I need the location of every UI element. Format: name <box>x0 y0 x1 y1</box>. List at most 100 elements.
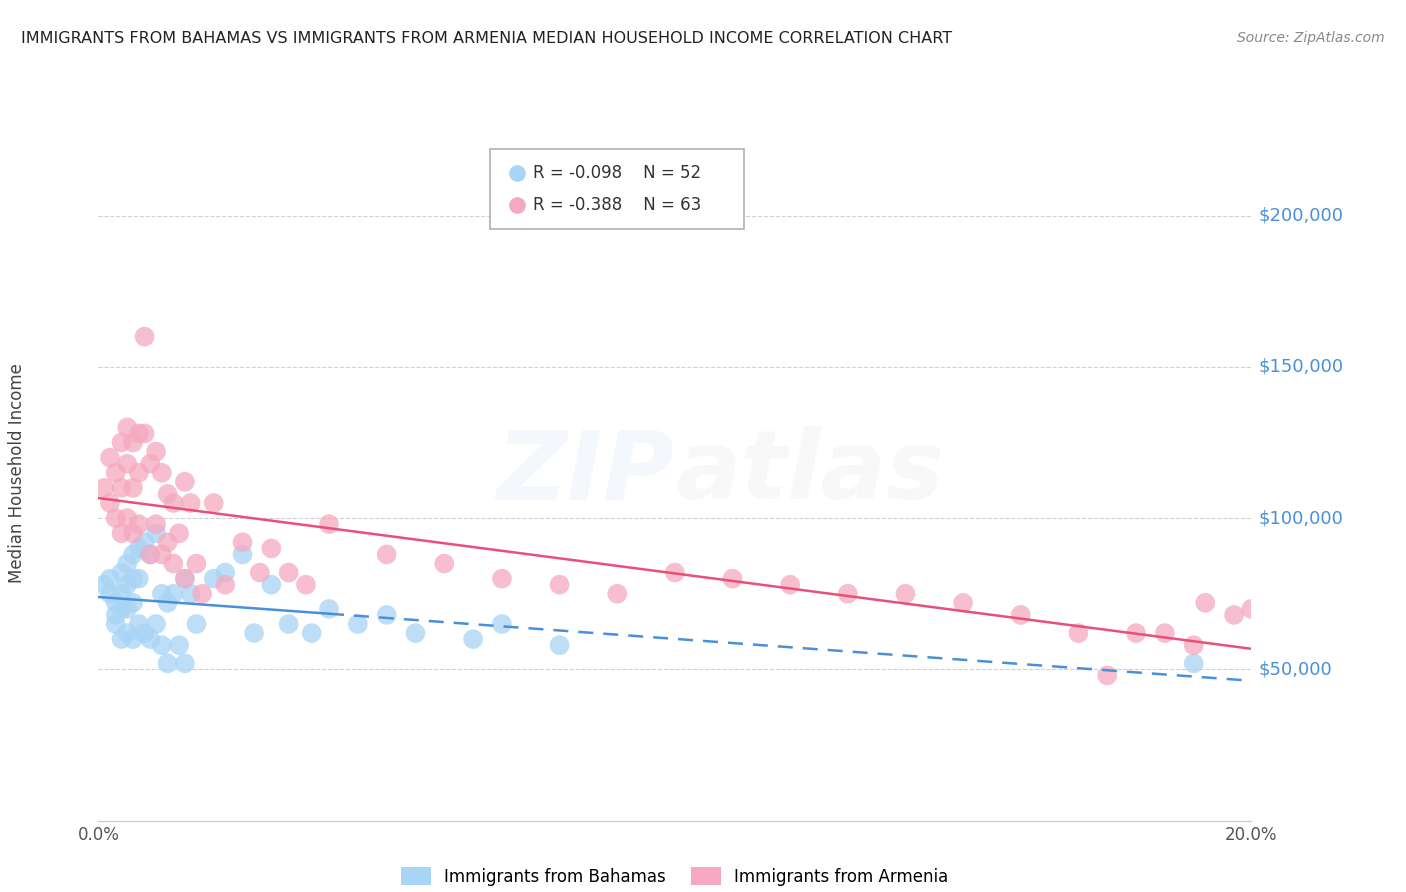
Point <box>122 548 145 562</box>
Point <box>150 466 173 480</box>
Legend: Immigrants from Bahamas, Immigrants from Armenia: Immigrants from Bahamas, Immigrants from… <box>394 861 956 892</box>
Point <box>318 517 340 532</box>
Point <box>110 566 132 580</box>
Point <box>167 638 190 652</box>
Text: IMMIGRANTS FROM BAHAMAS VS IMMIGRANTS FROM ARMENIA MEDIAN HOUSEHOLD INCOME CORRE: IMMIGRANTS FROM BAHAMAS VS IMMIGRANTS FR… <box>21 31 952 46</box>
Point <box>214 566 236 580</box>
Point <box>117 511 138 525</box>
Point <box>128 617 150 632</box>
Point <box>214 577 236 591</box>
Point <box>117 420 138 434</box>
Point <box>664 566 686 580</box>
Point <box>260 541 283 556</box>
Point <box>375 607 398 622</box>
Point <box>117 626 138 640</box>
Point <box>122 526 145 541</box>
Point <box>174 572 197 586</box>
Point <box>104 466 127 480</box>
Point <box>952 596 974 610</box>
Point <box>1240 602 1263 616</box>
Point <box>433 557 456 571</box>
Point <box>1223 607 1246 622</box>
Point <box>128 517 150 532</box>
Point <box>156 596 179 610</box>
Point <box>837 587 859 601</box>
Point <box>139 548 162 562</box>
Point <box>145 517 167 532</box>
Point <box>150 548 173 562</box>
Point <box>1182 657 1205 671</box>
Point <box>186 557 208 571</box>
Point <box>180 587 202 601</box>
Point <box>162 496 184 510</box>
Point <box>779 577 801 591</box>
Point <box>128 572 150 586</box>
Text: Median Household Income: Median Household Income <box>8 363 25 582</box>
Point <box>721 572 744 586</box>
Text: $150,000: $150,000 <box>1258 358 1344 376</box>
Point <box>249 566 271 580</box>
Text: $50,000: $50,000 <box>1258 660 1331 679</box>
Point <box>122 481 145 495</box>
Point <box>167 526 190 541</box>
Point <box>231 535 254 549</box>
Point <box>145 617 167 632</box>
Point <box>134 535 156 549</box>
Point <box>110 435 132 450</box>
Point <box>548 577 571 591</box>
Point <box>134 626 156 640</box>
Point <box>139 548 162 562</box>
Text: R = -0.388    N = 63: R = -0.388 N = 63 <box>533 196 702 214</box>
Point <box>145 526 167 541</box>
Point <box>110 481 132 495</box>
Point <box>1153 626 1175 640</box>
Text: $200,000: $200,000 <box>1258 207 1343 225</box>
Point <box>128 541 150 556</box>
Point <box>1182 638 1205 652</box>
Point <box>139 632 162 647</box>
Point <box>98 450 121 465</box>
Point <box>162 587 184 601</box>
Point <box>346 617 368 632</box>
Point <box>174 475 197 489</box>
Point <box>104 596 127 610</box>
Point <box>243 626 266 640</box>
Text: Source: ZipAtlas.com: Source: ZipAtlas.com <box>1237 31 1385 45</box>
Point <box>461 632 484 647</box>
Point <box>277 617 299 632</box>
Point <box>110 632 132 647</box>
Point <box>150 638 173 652</box>
Point <box>134 426 156 441</box>
Point <box>128 426 150 441</box>
Point <box>156 535 179 549</box>
Point <box>894 587 917 601</box>
Point <box>318 602 340 616</box>
Point <box>156 487 179 501</box>
Point <box>1010 607 1032 622</box>
Text: R = -0.098    N = 52: R = -0.098 N = 52 <box>533 164 702 182</box>
Point <box>231 548 254 562</box>
Point <box>134 329 156 343</box>
Point <box>295 577 318 591</box>
Point <box>93 481 115 495</box>
Point <box>104 617 127 632</box>
Text: atlas: atlas <box>675 426 943 519</box>
Point <box>104 607 127 622</box>
Point <box>117 577 138 591</box>
Point <box>548 638 571 652</box>
Point <box>110 587 132 601</box>
Point <box>375 548 398 562</box>
Point <box>1194 596 1216 610</box>
Point <box>98 572 121 586</box>
Point <box>174 572 197 586</box>
Point <box>104 511 127 525</box>
Point <box>110 602 132 616</box>
Point <box>260 577 283 591</box>
Point <box>186 617 208 632</box>
Point <box>117 457 138 471</box>
Point <box>117 557 138 571</box>
Point <box>156 657 179 671</box>
Point <box>202 496 225 510</box>
Point <box>1097 668 1119 682</box>
Point <box>174 657 197 671</box>
